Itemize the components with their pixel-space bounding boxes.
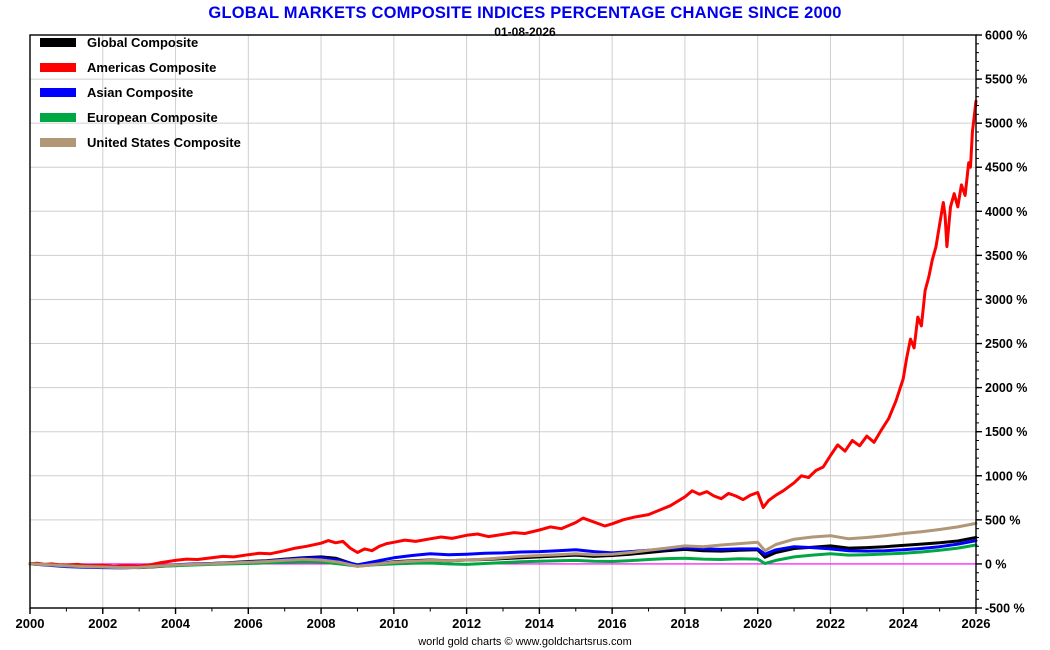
series-line-americas-composite	[28, 99, 978, 568]
x-tick-label: 2012	[452, 616, 481, 631]
x-tick-label: 2018	[670, 616, 699, 631]
y-tick-label: 4500 %	[985, 161, 1027, 175]
chart-footer: world gold charts © www.goldchartsrus.co…	[418, 636, 632, 648]
legend-swatch-european-composite	[40, 113, 76, 122]
x-tick-label: 2010	[379, 616, 408, 631]
legend-item-united-states-composite: United States Composite	[40, 135, 241, 150]
y-tick-label: 2500 %	[985, 337, 1027, 351]
legend-swatch-asian-composite	[40, 88, 76, 97]
y-tick-label: 0 %	[985, 557, 1007, 571]
series-line-united-states-composite	[28, 521, 978, 570]
legend-label: Asian Composite	[87, 85, 194, 100]
legend-item-global-composite: Global Composite	[40, 35, 241, 50]
x-tick-label: 2016	[598, 616, 627, 631]
y-tick-label: 6000 %	[985, 29, 1027, 43]
y-tick-label: 3000 %	[985, 293, 1027, 307]
chart-legend: Global Composite Americas Composite Asian …	[40, 35, 241, 150]
x-tick-label: 2024	[889, 616, 919, 631]
x-tick-label: 2020	[743, 616, 772, 631]
legend-item-european-composite: European Composite	[40, 110, 241, 125]
y-tick-label: 1500 %	[985, 425, 1027, 439]
y-tick-label: -500 %	[985, 602, 1025, 616]
legend-swatch-global-composite	[40, 38, 76, 47]
x-tick-label: 2000	[16, 616, 45, 631]
legend-swatch-united-states-composite	[40, 138, 76, 147]
legend-item-americas-composite: Americas Composite	[40, 60, 241, 75]
y-tick-label: 1000 %	[985, 469, 1027, 483]
chart-title: GLOBAL MARKETS COMPOSITE INDICES PERCENT…	[208, 4, 842, 22]
x-tick-label: 2002	[88, 616, 117, 631]
legend-label: Americas Composite	[87, 60, 217, 75]
x-tick-label: 2004	[161, 616, 191, 631]
y-tick-label: 2000 %	[985, 381, 1027, 395]
x-tick-label: 2008	[307, 616, 336, 631]
legend-label: Global Composite	[87, 35, 199, 50]
y-tick-label: 4000 %	[985, 205, 1027, 219]
y-tick-label: 3500 %	[985, 249, 1027, 263]
y-tick-label: 5500 %	[985, 73, 1027, 87]
x-tick-label: 2022	[816, 616, 845, 631]
legend-swatch-americas-composite	[40, 63, 76, 72]
x-tick-label: 2026	[962, 616, 991, 631]
legend-item-asian-composite: Asian Composite	[40, 85, 241, 100]
x-tick-label: 2006	[234, 616, 263, 631]
legend-label: United States Composite	[87, 135, 241, 150]
x-tick-label: 2014	[525, 616, 555, 631]
legend-label: European Composite	[87, 110, 218, 125]
y-tick-label: 500 %	[985, 513, 1020, 527]
y-tick-label: 5000 %	[985, 117, 1027, 131]
